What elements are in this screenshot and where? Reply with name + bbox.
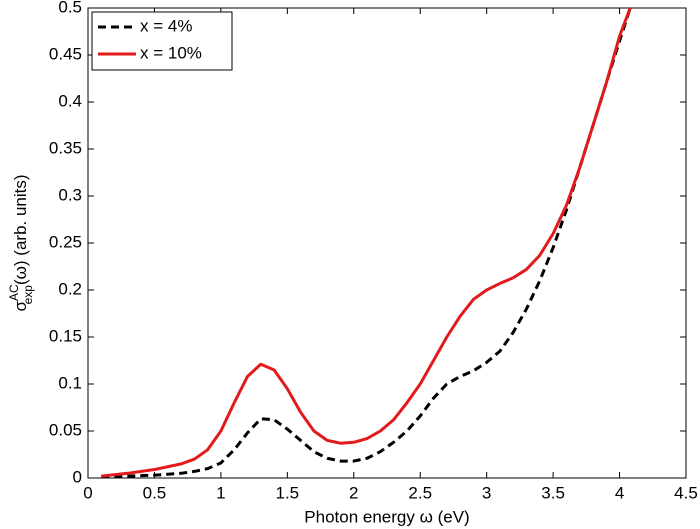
y-axis-label: σACexp(ω) (arb. units) xyxy=(7,174,35,311)
x-tick-label: 1.5 xyxy=(276,483,300,502)
x-axis-label: Photon energy ω (eV) xyxy=(304,507,469,526)
y-tick-label: 0.35 xyxy=(49,138,82,157)
series-line xyxy=(101,8,632,478)
y-label-rest: (ω) (arb. units) xyxy=(11,174,30,285)
legend-label: x = 10% xyxy=(140,43,202,62)
y-label-symbol: σ xyxy=(11,301,30,312)
y-tick-label: 0.05 xyxy=(49,420,82,439)
x-tick-label: 4 xyxy=(615,483,624,502)
x-tick-label: 3 xyxy=(482,483,491,502)
y-tick-label: 0.5 xyxy=(58,0,82,16)
x-tick-label: 0 xyxy=(83,483,92,502)
x-tick-label: 1 xyxy=(216,483,225,502)
y-tick-label: 0.4 xyxy=(58,91,82,110)
y-label-sup: AC xyxy=(7,284,21,301)
y-tick-label: 0.25 xyxy=(49,232,82,251)
y-tick-label: 0.1 xyxy=(58,373,82,392)
plot-area xyxy=(101,8,632,478)
y-tick-label: 0.2 xyxy=(58,279,82,298)
x-tick-label: 2 xyxy=(349,483,358,502)
y-tick-label: 0.45 xyxy=(49,44,82,63)
y-tick-label: 0.15 xyxy=(49,326,82,345)
x-tick-label: 2.5 xyxy=(408,483,432,502)
y-tick-label: 0.3 xyxy=(58,185,82,204)
legend-box xyxy=(91,11,233,71)
x-tick-label: 4.5 xyxy=(674,483,698,502)
series-line xyxy=(101,8,632,478)
y-label-sub: exp xyxy=(21,285,35,305)
plot-frame xyxy=(87,7,687,479)
legend-label: x = 4% xyxy=(140,16,192,35)
x-tick-label: 0.5 xyxy=(143,483,167,502)
y-tick-label: 0 xyxy=(73,467,82,486)
x-tick-label: 3.5 xyxy=(541,483,565,502)
